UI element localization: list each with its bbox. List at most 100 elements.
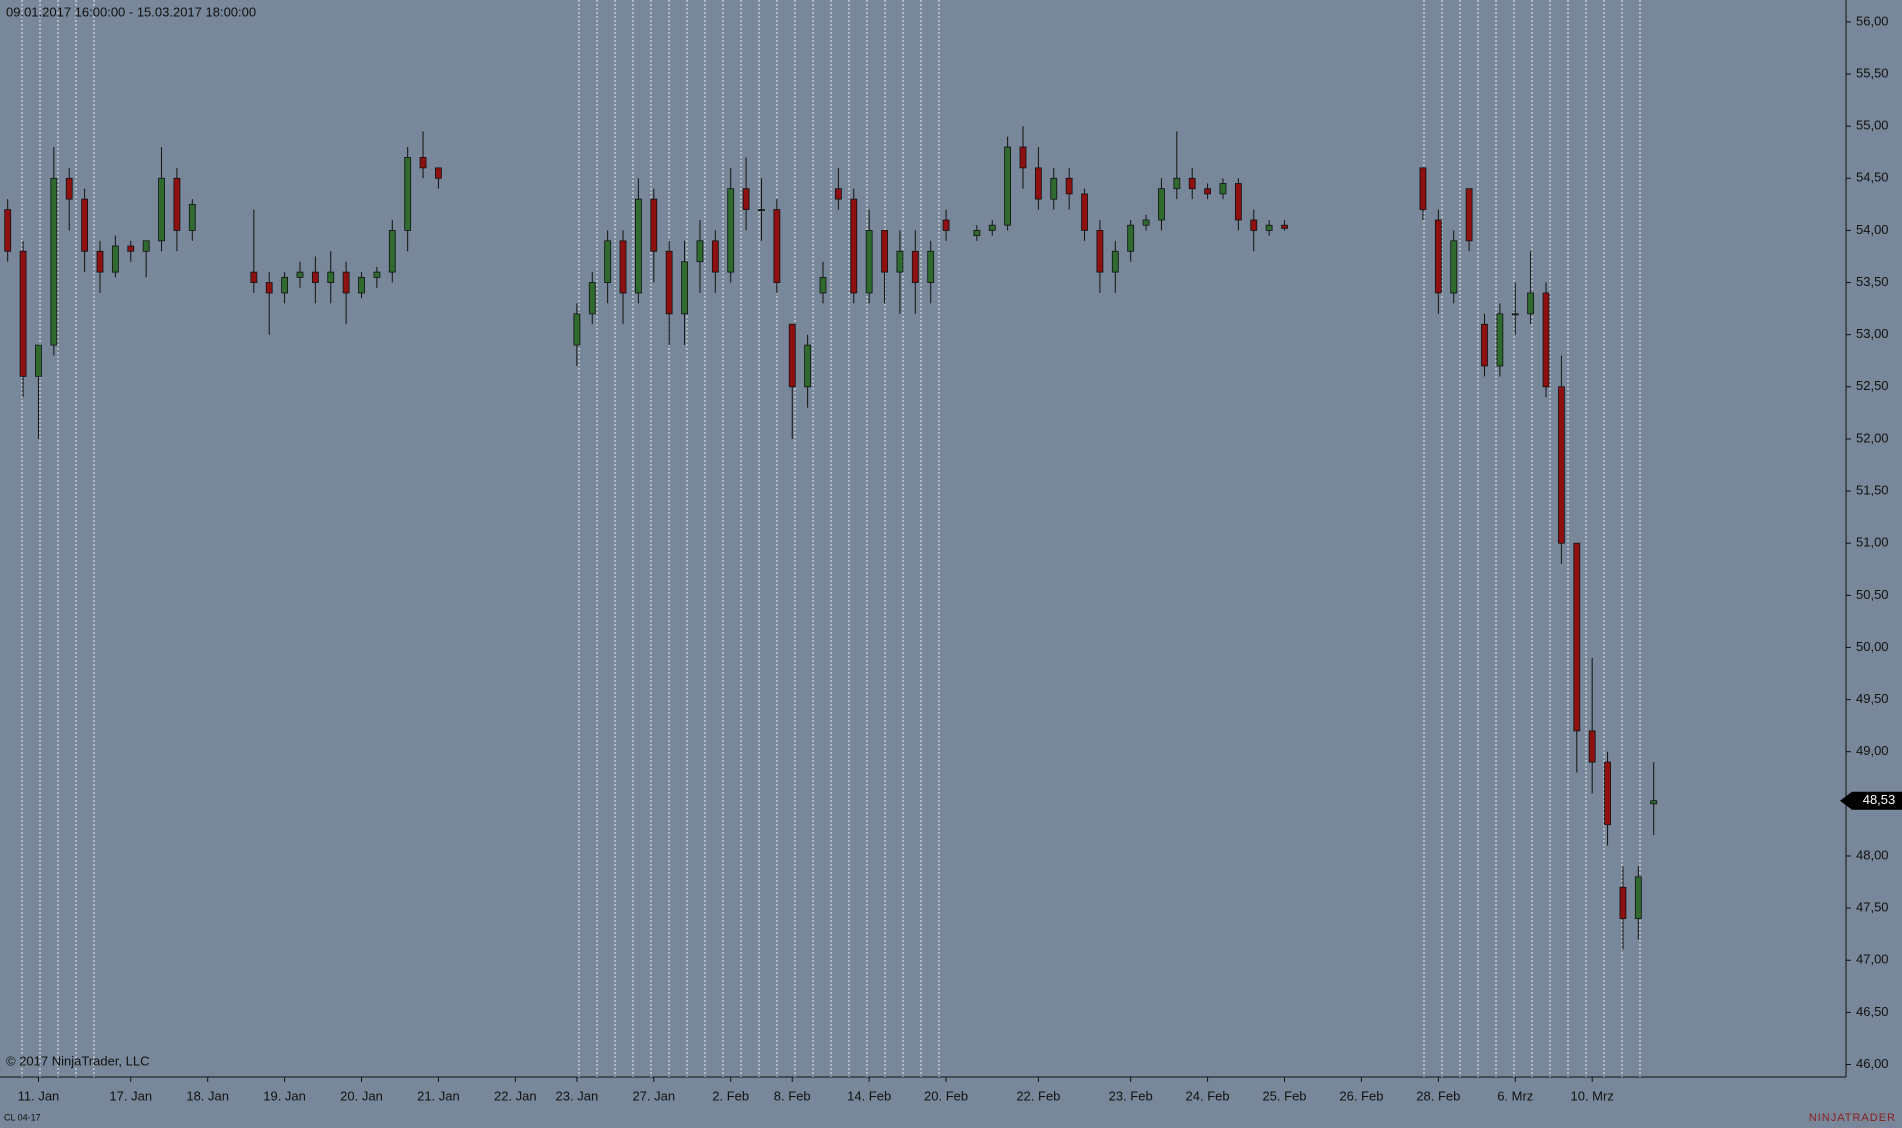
x-tick-label: 26. Feb — [1339, 1088, 1383, 1103]
x-tick-label: 19. Jan — [263, 1088, 306, 1103]
y-tick-label: 52,50 — [1856, 378, 1889, 393]
candle-body — [1111, 250, 1119, 273]
candle-body — [665, 250, 673, 315]
copyright: © 2017 NinjaTrader, LLC — [6, 1053, 150, 1068]
y-tick-label: 47,00 — [1856, 952, 1889, 967]
candle-body — [1558, 386, 1565, 544]
y-tick-label: 48,00 — [1856, 847, 1889, 862]
candle-body — [1542, 292, 1550, 388]
candle-body — [788, 323, 796, 388]
candle-body — [1604, 761, 1611, 826]
candle-body — [4, 209, 12, 252]
candle-body — [773, 209, 781, 283]
candle-body — [896, 250, 904, 273]
candle-body — [111, 245, 119, 273]
x-tick-label: 24. Feb — [1186, 1088, 1230, 1103]
x-tick-label: 17. Jan — [109, 1088, 152, 1103]
y-tick-label: 54,00 — [1856, 222, 1889, 237]
candle-body — [188, 203, 196, 231]
candle-body — [1588, 730, 1596, 763]
y-tick-label: 46,00 — [1856, 1056, 1889, 1071]
candle-body — [865, 230, 873, 294]
y-tick-label: 50,00 — [1856, 639, 1889, 654]
candle-body — [81, 198, 89, 252]
y-tick-label: 49,50 — [1856, 691, 1889, 706]
candle-body — [1634, 876, 1642, 919]
candle-body — [619, 240, 627, 294]
candle-body — [158, 177, 165, 242]
x-tick-label: 11. Jan — [18, 1088, 60, 1103]
x-tick-label: 22. Jan — [494, 1088, 537, 1103]
x-tick-label: 2. Feb — [712, 1088, 749, 1103]
candle-body — [1619, 886, 1627, 919]
candle-body — [650, 198, 658, 252]
x-tick-label: 21. Jan — [417, 1088, 460, 1103]
x-tick-label: 20. Jan — [340, 1088, 383, 1103]
candle-body — [604, 240, 612, 283]
session-breaks — [21, 0, 1641, 1077]
candle-body — [35, 344, 42, 377]
candle-body — [1142, 219, 1150, 226]
candle-body — [1173, 177, 1181, 190]
candle-body — [834, 188, 842, 200]
x-tick-label: 20. Feb — [924, 1088, 968, 1103]
candle-body — [96, 250, 104, 273]
x-tick-label: 28. Feb — [1416, 1088, 1460, 1103]
candle-body — [758, 209, 765, 211]
candle-body — [1419, 167, 1427, 210]
candle-body — [265, 282, 273, 294]
last-price-tag — [1840, 791, 1902, 810]
x-tick-label: 10. Mrz — [1571, 1088, 1614, 1103]
x-tick-label: 18. Jan — [186, 1088, 229, 1103]
candle-body — [881, 230, 888, 273]
y-tick-label: 50,50 — [1856, 587, 1889, 602]
candle-body — [1219, 183, 1227, 195]
x-tick-label: 8. Feb — [774, 1088, 811, 1103]
instrument: CL 04-17 — [4, 1112, 41, 1122]
candle-body — [173, 177, 181, 231]
candle-body — [850, 198, 858, 294]
candle-body — [1434, 219, 1442, 294]
candle-body — [1158, 188, 1165, 221]
candle-body — [1465, 188, 1473, 242]
candle-body — [1050, 177, 1058, 200]
candle-body — [419, 157, 427, 169]
candle-body — [311, 271, 319, 283]
candle-body — [65, 177, 73, 200]
candle-body — [1281, 224, 1288, 229]
y-tick-label: 47,50 — [1856, 900, 1889, 915]
candle-body — [1573, 542, 1581, 732]
candle-body — [142, 240, 150, 252]
candle-body — [342, 271, 350, 294]
x-tick-label: 23. Feb — [1109, 1088, 1153, 1103]
candle-body — [1081, 193, 1088, 231]
candle-body — [1204, 188, 1211, 195]
candle-body — [1450, 240, 1458, 294]
y-tick-label: 56,00 — [1856, 13, 1889, 28]
brand-logo: NINJATRADER — [1809, 1112, 1896, 1124]
y-tick-label: 54,50 — [1856, 170, 1889, 185]
x-tick-label: 22. Feb — [1016, 1088, 1060, 1103]
candle-body — [281, 276, 288, 294]
candle-body — [250, 271, 258, 283]
x-tick-label: 27. Jan — [632, 1088, 675, 1103]
candle-body — [127, 245, 135, 252]
candle-body — [1511, 313, 1519, 316]
candle-body — [1065, 177, 1073, 195]
candle-body — [635, 198, 642, 294]
date-range: 09.01.2017 16:00:00 - 15.03.2017 18:00:0… — [6, 4, 256, 19]
candle-body — [296, 271, 304, 278]
candle-body — [358, 276, 365, 294]
candle-body — [1004, 146, 1012, 226]
candle-body — [50, 177, 58, 346]
candle-body — [1034, 167, 1042, 200]
candle-body — [819, 276, 827, 294]
candle-body — [942, 219, 950, 231]
candle-body — [727, 188, 735, 273]
candle-body — [988, 224, 996, 231]
candle-body — [373, 271, 381, 278]
x-tick-label: 23. Jan — [556, 1088, 599, 1103]
candle-body — [804, 344, 812, 388]
